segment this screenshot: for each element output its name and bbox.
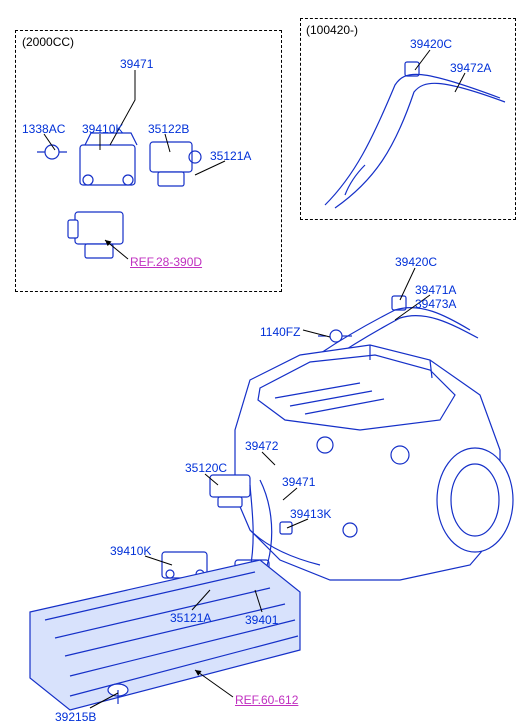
- callout-35121A-b[interactable]: 35121A: [170, 612, 211, 624]
- callout-39410K-b[interactable]: 39410K: [110, 545, 151, 557]
- hose-right-branch: [345, 165, 365, 195]
- callout-1140FZ[interactable]: 1140FZ: [260, 326, 300, 338]
- callout-39420C-a[interactable]: 39420C: [410, 38, 452, 50]
- part-solenoid-left: [150, 142, 201, 186]
- callout-39413K[interactable]: 39413K: [290, 508, 331, 520]
- callout-35120C[interactable]: 35120C: [185, 462, 227, 474]
- part-solenoid2-left: [68, 212, 123, 258]
- callout-39401[interactable]: 39401: [245, 614, 278, 626]
- part-clamp-k: [280, 522, 292, 534]
- part-bracket-left: [80, 133, 137, 185]
- callout-39215B[interactable]: 39215B: [55, 711, 96, 723]
- callout-39472A[interactable]: 39472A: [450, 62, 491, 74]
- engine-block: [235, 345, 513, 580]
- callout-39471A[interactable]: 39471A: [415, 284, 456, 296]
- hose-right-1: [325, 74, 500, 205]
- ref-60-612[interactable]: REF.60-612: [235, 694, 298, 706]
- callout-35122B[interactable]: 35122B: [148, 123, 189, 135]
- callout-39471-b[interactable]: 39471: [282, 476, 315, 488]
- hose-right-2: [335, 83, 505, 208]
- part-bolt-left: [37, 145, 67, 159]
- callout-39473A[interactable]: 39473A: [415, 298, 456, 310]
- callout-1338AC[interactable]: 1338AC: [22, 123, 65, 135]
- heat-shield: [30, 560, 300, 710]
- diagram-canvas: { "colors": { "stroke_blue": "#1530c8", …: [0, 0, 532, 727]
- callout-39471-a[interactable]: 39471: [120, 58, 153, 70]
- ref-28-390d[interactable]: REF.28-390D: [130, 256, 202, 268]
- callout-39410K-a[interactable]: 39410K: [82, 123, 123, 135]
- callout-35121A-a[interactable]: 35121A: [210, 150, 251, 162]
- callout-39472[interactable]: 39472: [245, 440, 278, 452]
- callout-39420C-b[interactable]: 39420C: [395, 256, 437, 268]
